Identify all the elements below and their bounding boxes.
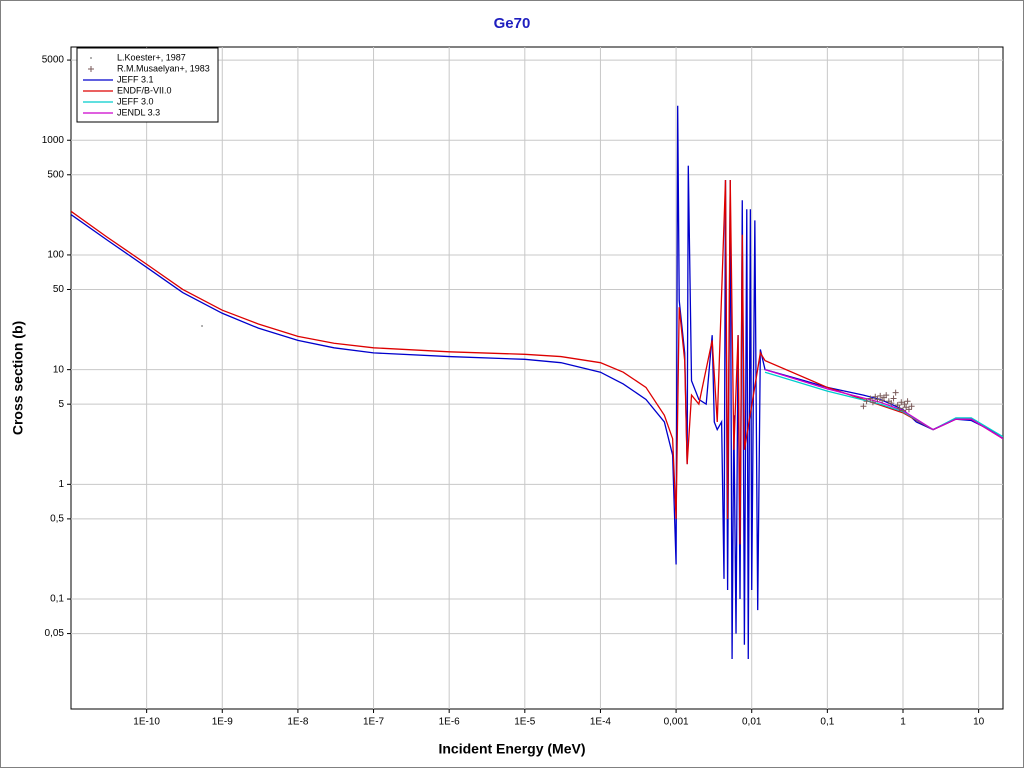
y-tick-label: 500 [47, 169, 64, 180]
grid: 1E-10 1E-9 1E-8 1E-7 1E-6 1E-5 1E-4 0,001 0,01 0,… [42, 47, 1003, 728]
data-point [901, 401, 908, 408]
y-tick-label: 5 [58, 399, 64, 410]
data-point [863, 398, 870, 405]
x-tick-label: 10 [973, 717, 985, 728]
data-point [869, 399, 876, 406]
x-tick-label: 1E-4 [590, 717, 612, 728]
y-tick-label: 5000 [42, 55, 65, 66]
series-line [71, 179, 1003, 545]
x-tick-label: 1E-5 [514, 717, 536, 728]
data-point [896, 405, 903, 412]
legend-label: L.Koester+, 1987 [117, 52, 186, 62]
y-tick-label: 0,1 [50, 594, 64, 605]
plot [71, 105, 1003, 660]
data-point [888, 400, 895, 407]
x-tick-label: 1E-6 [439, 717, 461, 728]
y-tick-label: 1 [58, 479, 64, 490]
x-axis-label: Incident Energy (MeV) [438, 741, 585, 757]
data-point [898, 399, 905, 406]
legend-swatch [88, 66, 94, 72]
x-tick-label: 1E-7 [363, 717, 385, 728]
data-point [892, 389, 899, 396]
data-point [874, 396, 881, 403]
data-point [904, 398, 911, 405]
y-tick-label: 0,5 [50, 514, 64, 525]
x-tick-label: 1E-8 [287, 717, 309, 728]
data-point [894, 402, 901, 409]
data-point [867, 395, 874, 402]
data-point [899, 407, 906, 414]
x-tick-label: 1E-10 [133, 717, 160, 728]
series-line [71, 105, 1003, 660]
data-point [860, 403, 867, 410]
data-point [890, 395, 897, 402]
y-tick-label: 1000 [42, 135, 65, 146]
chart-title: Ge70 [494, 15, 531, 32]
y-tick-label: 100 [47, 250, 64, 261]
series-line [764, 369, 1003, 440]
x-tick-label: 0,01 [742, 717, 762, 728]
plot-area [70, 46, 1004, 710]
legend-swatch [90, 57, 92, 59]
data-point [877, 392, 884, 399]
x-tick-label: 1 [900, 717, 906, 728]
y-tick-label: 0,05 [45, 628, 65, 639]
x-tick-label: 0,1 [820, 717, 834, 728]
x-tick-label: 1E-9 [212, 717, 234, 728]
y-axis-label: Cross section (b) [10, 321, 26, 435]
y-tick-label: 50 [53, 284, 65, 295]
legend-label: ENDF/B-VII.0 [117, 85, 172, 95]
data-point [201, 325, 204, 328]
legend-box [76, 47, 219, 123]
data-point [908, 403, 915, 410]
legend-label: JEFF 3.0 [117, 96, 154, 106]
legend-label: R.M.Musaelyan+, 1983 [117, 63, 210, 73]
legend-label: JENDL 3.3 [117, 107, 160, 117]
data-point [883, 392, 890, 399]
legend-label: JEFF 3.1 [117, 74, 154, 84]
y-tick-label: 10 [53, 364, 65, 375]
data-point [905, 406, 912, 413]
x-tick-label: 0,001 [664, 717, 689, 728]
